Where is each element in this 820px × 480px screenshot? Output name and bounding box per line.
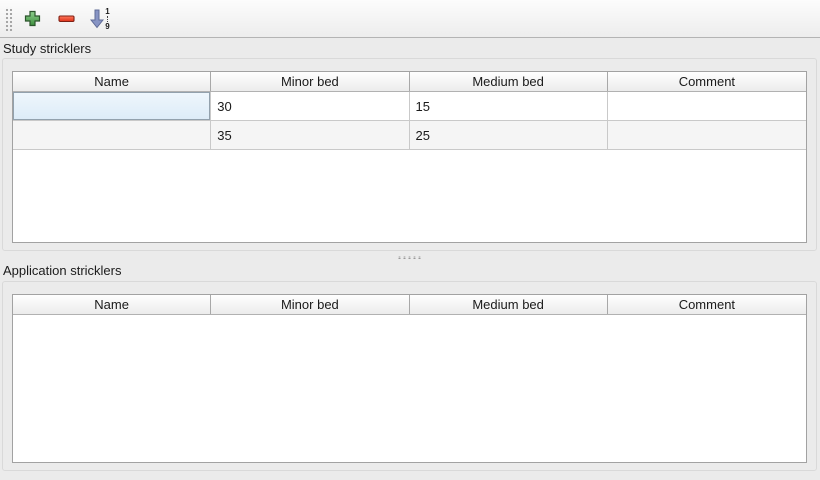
- cell-medium-bed-row0[interactable]: 15: [409, 92, 608, 120]
- table-header-row: Name Minor bed Medium bed Comment: [13, 72, 806, 92]
- sort-numeric-icon: 1 9: [90, 6, 110, 31]
- column-header-medium-bed[interactable]: Medium bed: [410, 295, 608, 314]
- add-icon: [23, 9, 42, 28]
- cell-comment-row0[interactable]: [607, 92, 806, 120]
- table-row: 35 25: [13, 121, 806, 150]
- section-splitter[interactable]: [0, 252, 820, 262]
- cell-minor-bed-row1[interactable]: 35: [211, 121, 410, 149]
- toolbar-drag-handle[interactable]: [4, 6, 13, 31]
- cell-name-row0: [13, 92, 212, 120]
- table-body: 30 15 35 25: [13, 92, 806, 242]
- sort-bottom-label: 9: [105, 21, 110, 31]
- study-stricklers-label: Study stricklers: [3, 41, 92, 56]
- cell-minor-bed-row0[interactable]: 30: [211, 92, 410, 120]
- table-header-row: Name Minor bed Medium bed Comment: [13, 295, 806, 315]
- column-header-comment[interactable]: Comment: [678, 297, 736, 312]
- column-header-minor-bed[interactable]: Minor bed: [211, 72, 410, 91]
- study-stricklers-table: Name Minor bed Medium bed Comment 30 15 …: [12, 71, 807, 243]
- remove-row-button[interactable]: [51, 4, 81, 34]
- cell-medium-bed-row1[interactable]: 25: [409, 121, 608, 149]
- column-header-minor-bed[interactable]: Minor bed: [211, 295, 410, 314]
- add-row-button[interactable]: [17, 4, 47, 34]
- table-row: 30 15: [13, 92, 806, 121]
- table-body[interactable]: [13, 315, 806, 462]
- sort-top-label: 1: [105, 6, 110, 16]
- column-header-name[interactable]: Name: [13, 295, 212, 314]
- column-header-medium-bed[interactable]: Medium bed: [410, 72, 608, 91]
- application-stricklers-groupbox: Name Minor bed Medium bed Comment: [2, 281, 817, 471]
- application-stricklers-table: Name Minor bed Medium bed Comment: [12, 294, 807, 463]
- column-header-comment[interactable]: Comment: [678, 74, 736, 89]
- sort-button[interactable]: 1 9: [85, 4, 115, 34]
- toolbar: 1 9: [0, 0, 820, 38]
- cell-name-row1[interactable]: [13, 121, 212, 149]
- name-cell-editor[interactable]: [13, 92, 211, 120]
- sort-dotted-line: [106, 15, 108, 22]
- column-header-name[interactable]: Name: [13, 72, 212, 91]
- remove-icon: [57, 9, 76, 28]
- splitter-handle-icon: [397, 255, 423, 259]
- study-stricklers-groupbox: Name Minor bed Medium bed Comment 30 15 …: [2, 58, 817, 251]
- application-stricklers-label: Application stricklers: [3, 263, 122, 278]
- cell-comment-row1[interactable]: [607, 121, 806, 149]
